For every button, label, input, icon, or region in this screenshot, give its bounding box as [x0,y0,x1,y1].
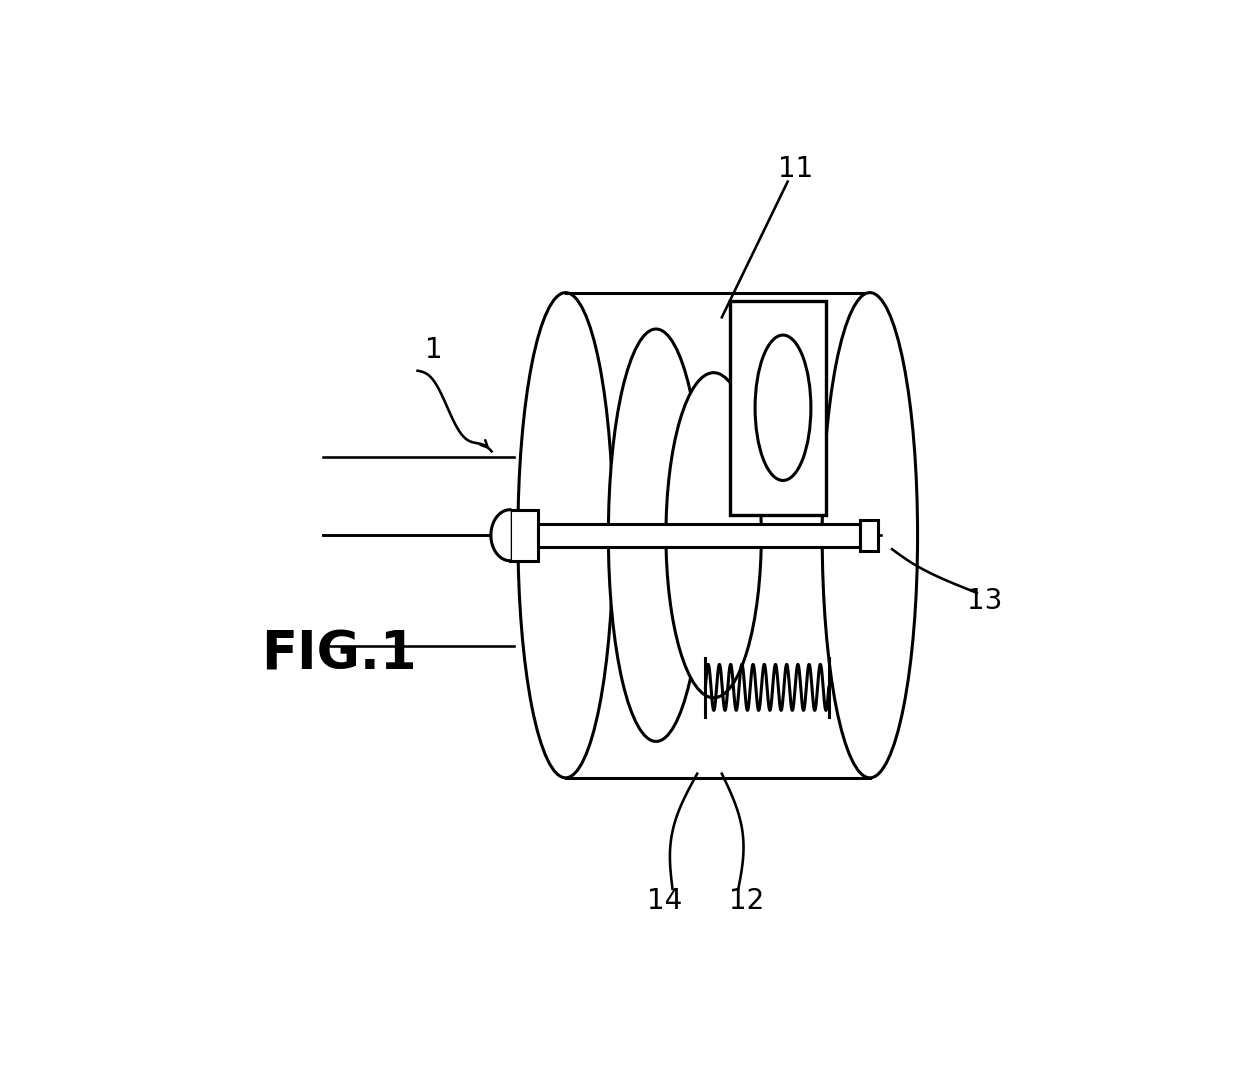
Bar [538,523,861,547]
Text: 13: 13 [967,587,1003,615]
Bar [510,509,538,561]
Polygon shape [565,293,870,778]
Text: 11: 11 [779,155,813,184]
Text: 14: 14 [646,888,682,915]
Ellipse shape [666,373,761,697]
Bar [861,520,878,551]
Text: 12: 12 [729,888,764,915]
Bar [730,301,826,515]
Text: 1: 1 [425,336,443,364]
Polygon shape [491,509,510,561]
Ellipse shape [609,329,704,741]
Ellipse shape [518,293,614,778]
Text: FIG.1: FIG.1 [262,628,417,680]
Ellipse shape [822,293,918,778]
